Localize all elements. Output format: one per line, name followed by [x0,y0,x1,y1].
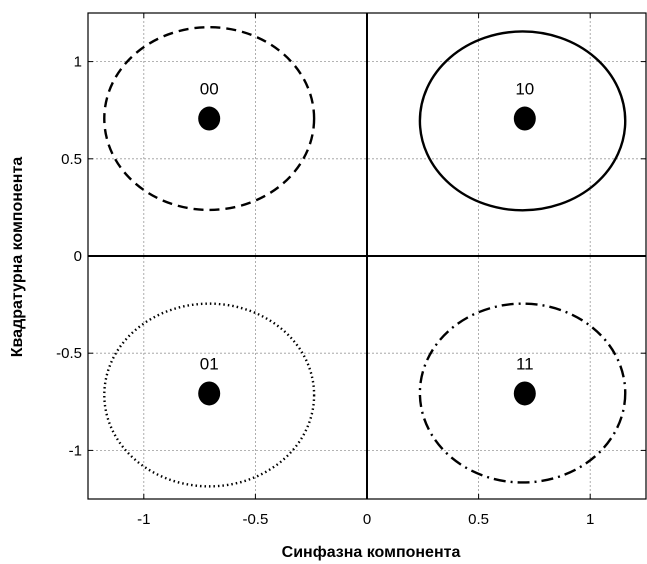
point-layer: 00 10 01 11 [198,80,536,406]
y-axis-label: Квадратурна компонента [9,157,26,358]
symbol-point [513,106,536,131]
noise-circle-solid [418,30,627,212]
plot-frame [87,12,647,500]
x-tick-label: 0.5 [468,511,489,528]
symbol-label: 10 [515,80,534,99]
axes-layer [88,13,646,499]
y-tick-label: 0.5 [61,151,82,168]
noise-circle-dashed [103,25,316,212]
circle-layer [103,25,627,488]
symbol-point [198,106,221,131]
grid-layer [88,13,646,499]
noise-circle-dash-dot [418,302,627,484]
x-tick-label: -1 [137,511,150,528]
y-tick-label: 0 [74,248,82,265]
symbol-point [198,381,221,406]
x-tick-label: 1 [586,511,594,528]
x-tick-label: -0.5 [242,511,268,528]
symbol-point [513,381,536,406]
y-tick-label: -1 [69,442,82,459]
x-axis-label: Синфазна компонента [282,544,461,561]
symbol-label: 01 [200,354,219,373]
tick-layer: -1 -0.5 0 0.5 1 -1 -0.5 0 0.5 1 [56,13,646,528]
y-tick-label: -0.5 [56,345,82,362]
symbol-label: 00 [200,80,219,99]
symbol-label: 11 [516,354,534,373]
x-tick-label: 0 [363,511,371,528]
noise-circle-dotted [103,302,316,488]
y-tick-label: 1 [74,54,82,71]
